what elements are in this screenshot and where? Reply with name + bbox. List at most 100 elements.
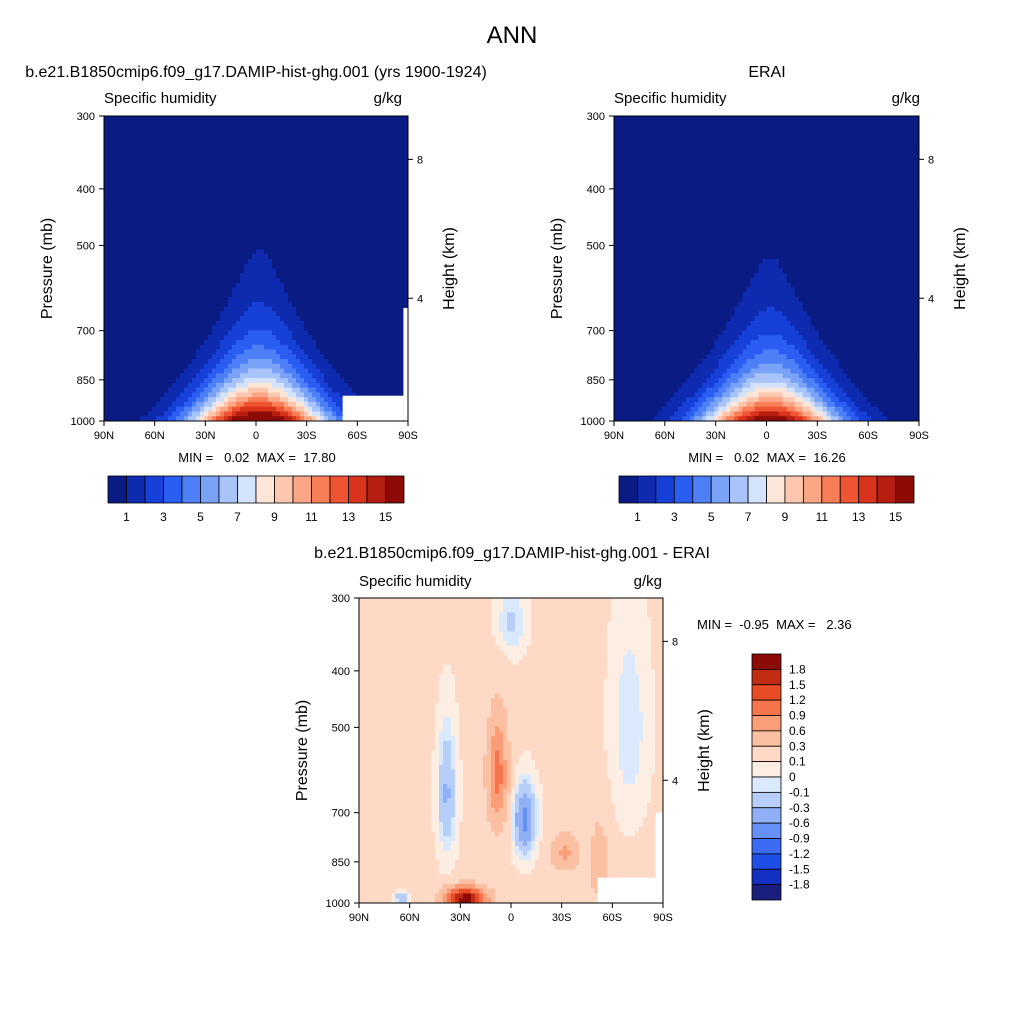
field-cell [144,182,149,188]
field-cell [156,316,161,322]
field-cell [340,254,345,260]
field-cell [220,411,225,417]
field-cell [256,344,261,350]
field-cell [240,411,245,417]
field-cell [128,335,133,341]
field-cell [172,330,177,336]
field-cell [216,354,221,360]
field-cell [144,406,149,412]
field-cell [324,354,329,360]
field-cell [156,278,161,284]
field-cell [120,363,125,369]
field-cell [156,192,161,198]
field-cell [116,235,121,241]
field-cell [244,311,249,317]
field-cell [392,206,397,212]
field-cell [328,301,333,308]
field-cell [196,273,201,279]
field-cell [244,235,249,241]
field-cell [112,211,117,217]
field-cell [292,406,297,412]
field-cell [304,311,309,317]
field-cell [304,197,309,203]
field-cell [300,335,305,341]
field-cell [340,116,345,122]
field-cell [296,292,301,298]
field-cell [364,182,369,188]
field-cell [136,316,141,322]
field-cell [184,316,189,322]
field-cell [116,116,121,122]
field-cell [144,301,149,308]
field-cell [252,254,257,260]
field-cell [212,144,217,150]
field-cell [332,239,337,246]
field-cell [208,392,213,398]
field-cell [200,177,205,184]
field-cell [400,268,405,274]
field-cell [236,359,241,365]
field-cell [244,149,249,155]
field-cell [212,173,217,179]
field-cell [192,335,197,341]
field-cell [108,211,113,217]
field-cell [192,244,197,250]
field-cell [108,187,113,193]
field-cell [324,149,329,155]
field-cell [284,263,289,269]
panel-1-colorbar: 1 3 5 7 9 11 13 15 [107,475,405,524]
field-cell [116,411,121,417]
field-cell [348,325,353,331]
field-cell [316,368,321,374]
field-cell [152,216,157,222]
field-cell [264,206,269,212]
field-cell [352,373,357,379]
field-cell [368,154,373,160]
field-cell [380,192,385,198]
field-cell [244,201,249,207]
field-cell [208,320,213,327]
field-cell [128,311,133,317]
field-cell [228,411,233,417]
field-cell [104,349,109,355]
field-cell [120,149,125,155]
field-cell [392,297,397,303]
field-cell [308,168,313,174]
field-cell [324,287,329,293]
field-cell [260,239,265,246]
field-cell [352,268,357,274]
field-cell [368,282,373,288]
field-cell [264,235,269,241]
field-cell [224,158,229,165]
field-cell [168,216,173,222]
field-cell [128,330,133,336]
field-cell [276,235,281,241]
field-cell [220,158,225,165]
field-cell [376,316,381,322]
field-cell [320,354,325,360]
field-cell [388,344,393,350]
field-cell [380,330,385,336]
field-cell [328,230,333,236]
field-cell [136,368,141,374]
field-cell [356,249,361,255]
field-cell [152,416,157,422]
field-cell [252,330,257,336]
field-cell [384,235,389,241]
field-cell [204,216,209,222]
field-cell [232,273,237,279]
field-cell [208,177,213,184]
colorbar-box [237,475,257,504]
field-cell [148,320,153,327]
y2-tick-label: 4 [417,293,423,305]
field-cell [376,339,381,346]
field-cell [188,401,193,408]
field-cell [328,359,333,365]
field-cell [248,339,253,346]
field-cell [614,216,619,222]
field-cell [160,282,165,288]
field-cell [196,339,201,346]
field-cell [376,273,381,279]
field-cell [272,268,277,274]
field-cell [132,339,137,346]
